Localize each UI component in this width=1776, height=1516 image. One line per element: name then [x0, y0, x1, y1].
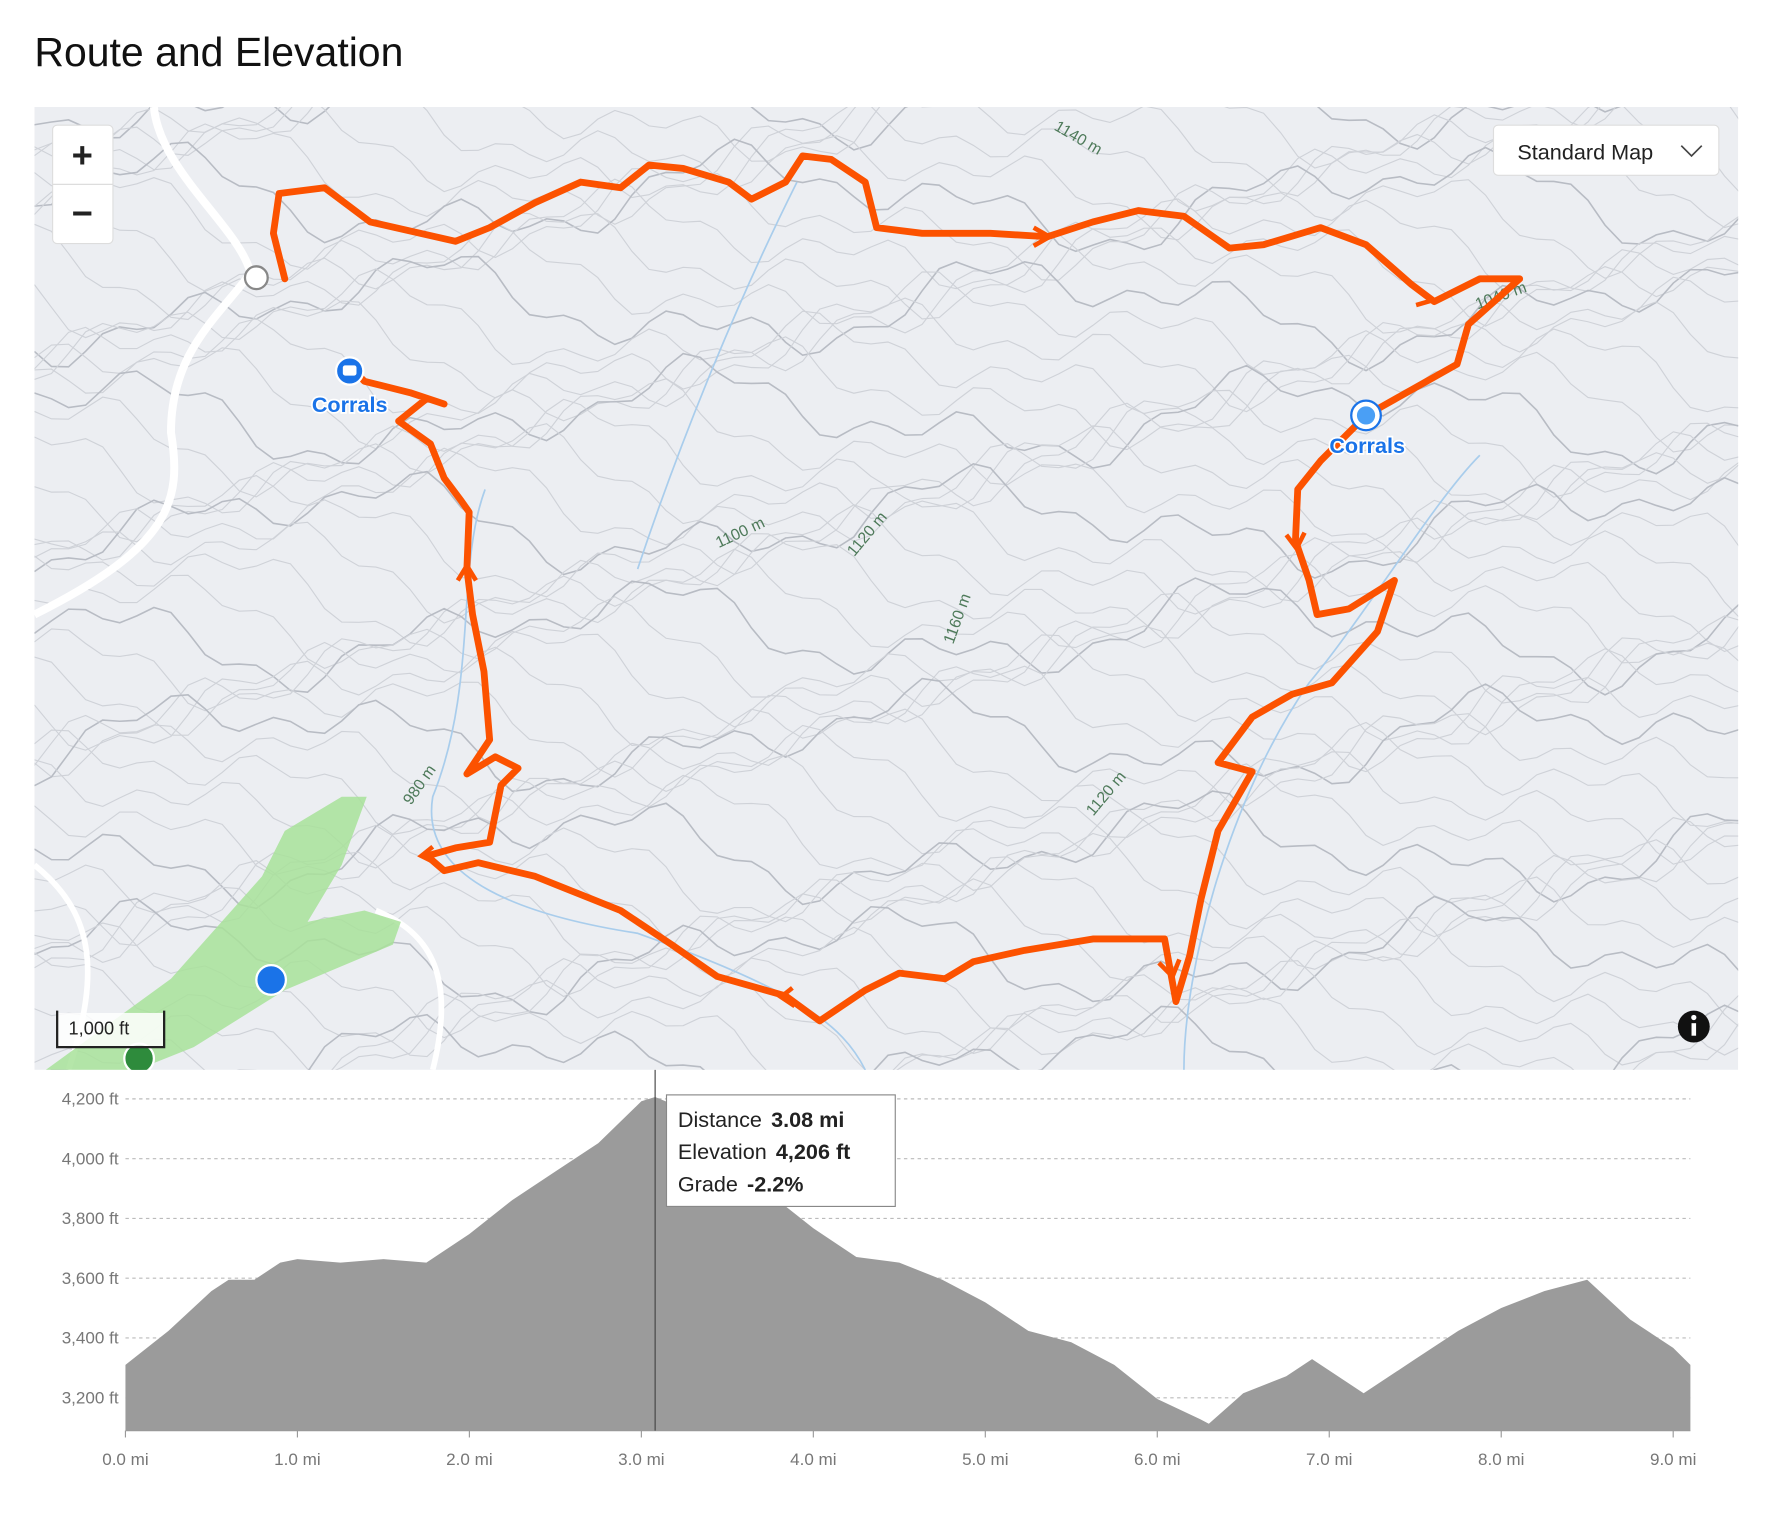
scale-label: 1,000 ft	[69, 1019, 130, 1039]
map-type-label: Standard Map	[1517, 139, 1653, 164]
contour	[34, 211, 1739, 327]
poi-marker[interactable]	[255, 964, 288, 996]
contour	[34, 255, 1739, 372]
contour	[34, 138, 1739, 253]
tooltip-label: Grade	[678, 1172, 738, 1197]
contour	[34, 708, 1739, 825]
contour	[34, 548, 1739, 670]
contour	[34, 443, 1739, 563]
contour	[34, 504, 1739, 624]
contour	[34, 167, 1739, 281]
x-tick-label: 5.0 mi	[962, 1450, 1008, 1469]
elevation-area	[125, 1097, 1691, 1431]
tooltip-label: Distance	[678, 1107, 762, 1132]
x-tick-label: 8.0 mi	[1478, 1450, 1524, 1469]
info-glyph	[1691, 1023, 1697, 1036]
map-type-select[interactable]	[1492, 124, 1720, 176]
tooltip-value: -2.2%	[747, 1172, 803, 1197]
contour	[34, 987, 1739, 1070]
place-label: Corrals	[1329, 433, 1405, 458]
place-label: Corrals	[312, 392, 388, 417]
contour	[34, 634, 1739, 751]
y-tick-label: 4,000 ft	[62, 1149, 119, 1168]
x-tick-label: 2.0 mi	[446, 1450, 492, 1469]
tooltip	[665, 1094, 896, 1207]
contours	[34, 106, 1739, 1070]
scale-bar-bg	[57, 1012, 165, 1048]
contour	[34, 960, 1739, 1070]
contour	[34, 677, 1739, 793]
start-dot	[1356, 406, 1376, 425]
x-tick-label: 6.0 mi	[1134, 1450, 1180, 1469]
road	[34, 106, 255, 619]
contour	[34, 336, 1739, 453]
scale-bar	[56, 1010, 166, 1049]
contour	[34, 533, 1739, 653]
elevation-chart: 3,200 ft 3,400 ft 3,600 ft 3,800 ft 4,000 ft…	[62, 1069, 1696, 1469]
contour	[34, 721, 1739, 835]
contour	[34, 297, 1739, 413]
x-tick-label: 7.0 mi	[1306, 1450, 1352, 1469]
contour	[34, 378, 1739, 498]
contour	[34, 939, 1739, 1058]
x-tick-label: 4.0 mi	[790, 1450, 836, 1469]
y-tick-label: 3,800 ft	[62, 1209, 119, 1228]
contour	[34, 178, 1739, 293]
contour	[34, 106, 1739, 197]
park-area	[45, 796, 401, 1070]
x-tick-label: 1.0 mi	[274, 1450, 320, 1469]
y-tick-label: 4,200 ft	[62, 1090, 119, 1109]
finish-marker	[243, 265, 269, 291]
route-arrows	[417, 225, 1438, 1009]
contour	[34, 310, 1739, 428]
zoom-out[interactable]: −	[72, 192, 93, 233]
y-tick-label: 3,400 ft	[62, 1329, 119, 1348]
x-tick-label: 3.0 mi	[618, 1450, 664, 1469]
x-tick-label: 9.0 mi	[1650, 1450, 1696, 1469]
x-tick-label: 0.0 mi	[102, 1450, 148, 1469]
contour	[34, 352, 1739, 475]
route	[269, 152, 1524, 1025]
y-tick-label: 3,600 ft	[62, 1269, 119, 1288]
tooltip-value: 4,206 ft	[776, 1139, 850, 1164]
zoom-in[interactable]: +	[72, 134, 93, 175]
tooltip-value: 3.08 mi	[771, 1107, 844, 1132]
tooltip-label: Elevation	[678, 1139, 767, 1164]
camera-icon	[342, 365, 357, 376]
contour	[34, 486, 1739, 603]
contour	[34, 665, 1739, 778]
contour	[34, 106, 1621, 151]
contour	[34, 123, 1739, 241]
map-background	[34, 106, 1739, 1070]
info-glyph	[1691, 1014, 1697, 1021]
contour	[50, 1004, 1739, 1070]
y-tick-label: 3,200 ft	[62, 1388, 119, 1407]
contour	[34, 592, 1739, 712]
page-title: Route and Elevation	[34, 29, 403, 75]
contour	[34, 462, 1739, 579]
contour	[34, 106, 1739, 212]
dropdown-chevron	[1680, 145, 1703, 158]
